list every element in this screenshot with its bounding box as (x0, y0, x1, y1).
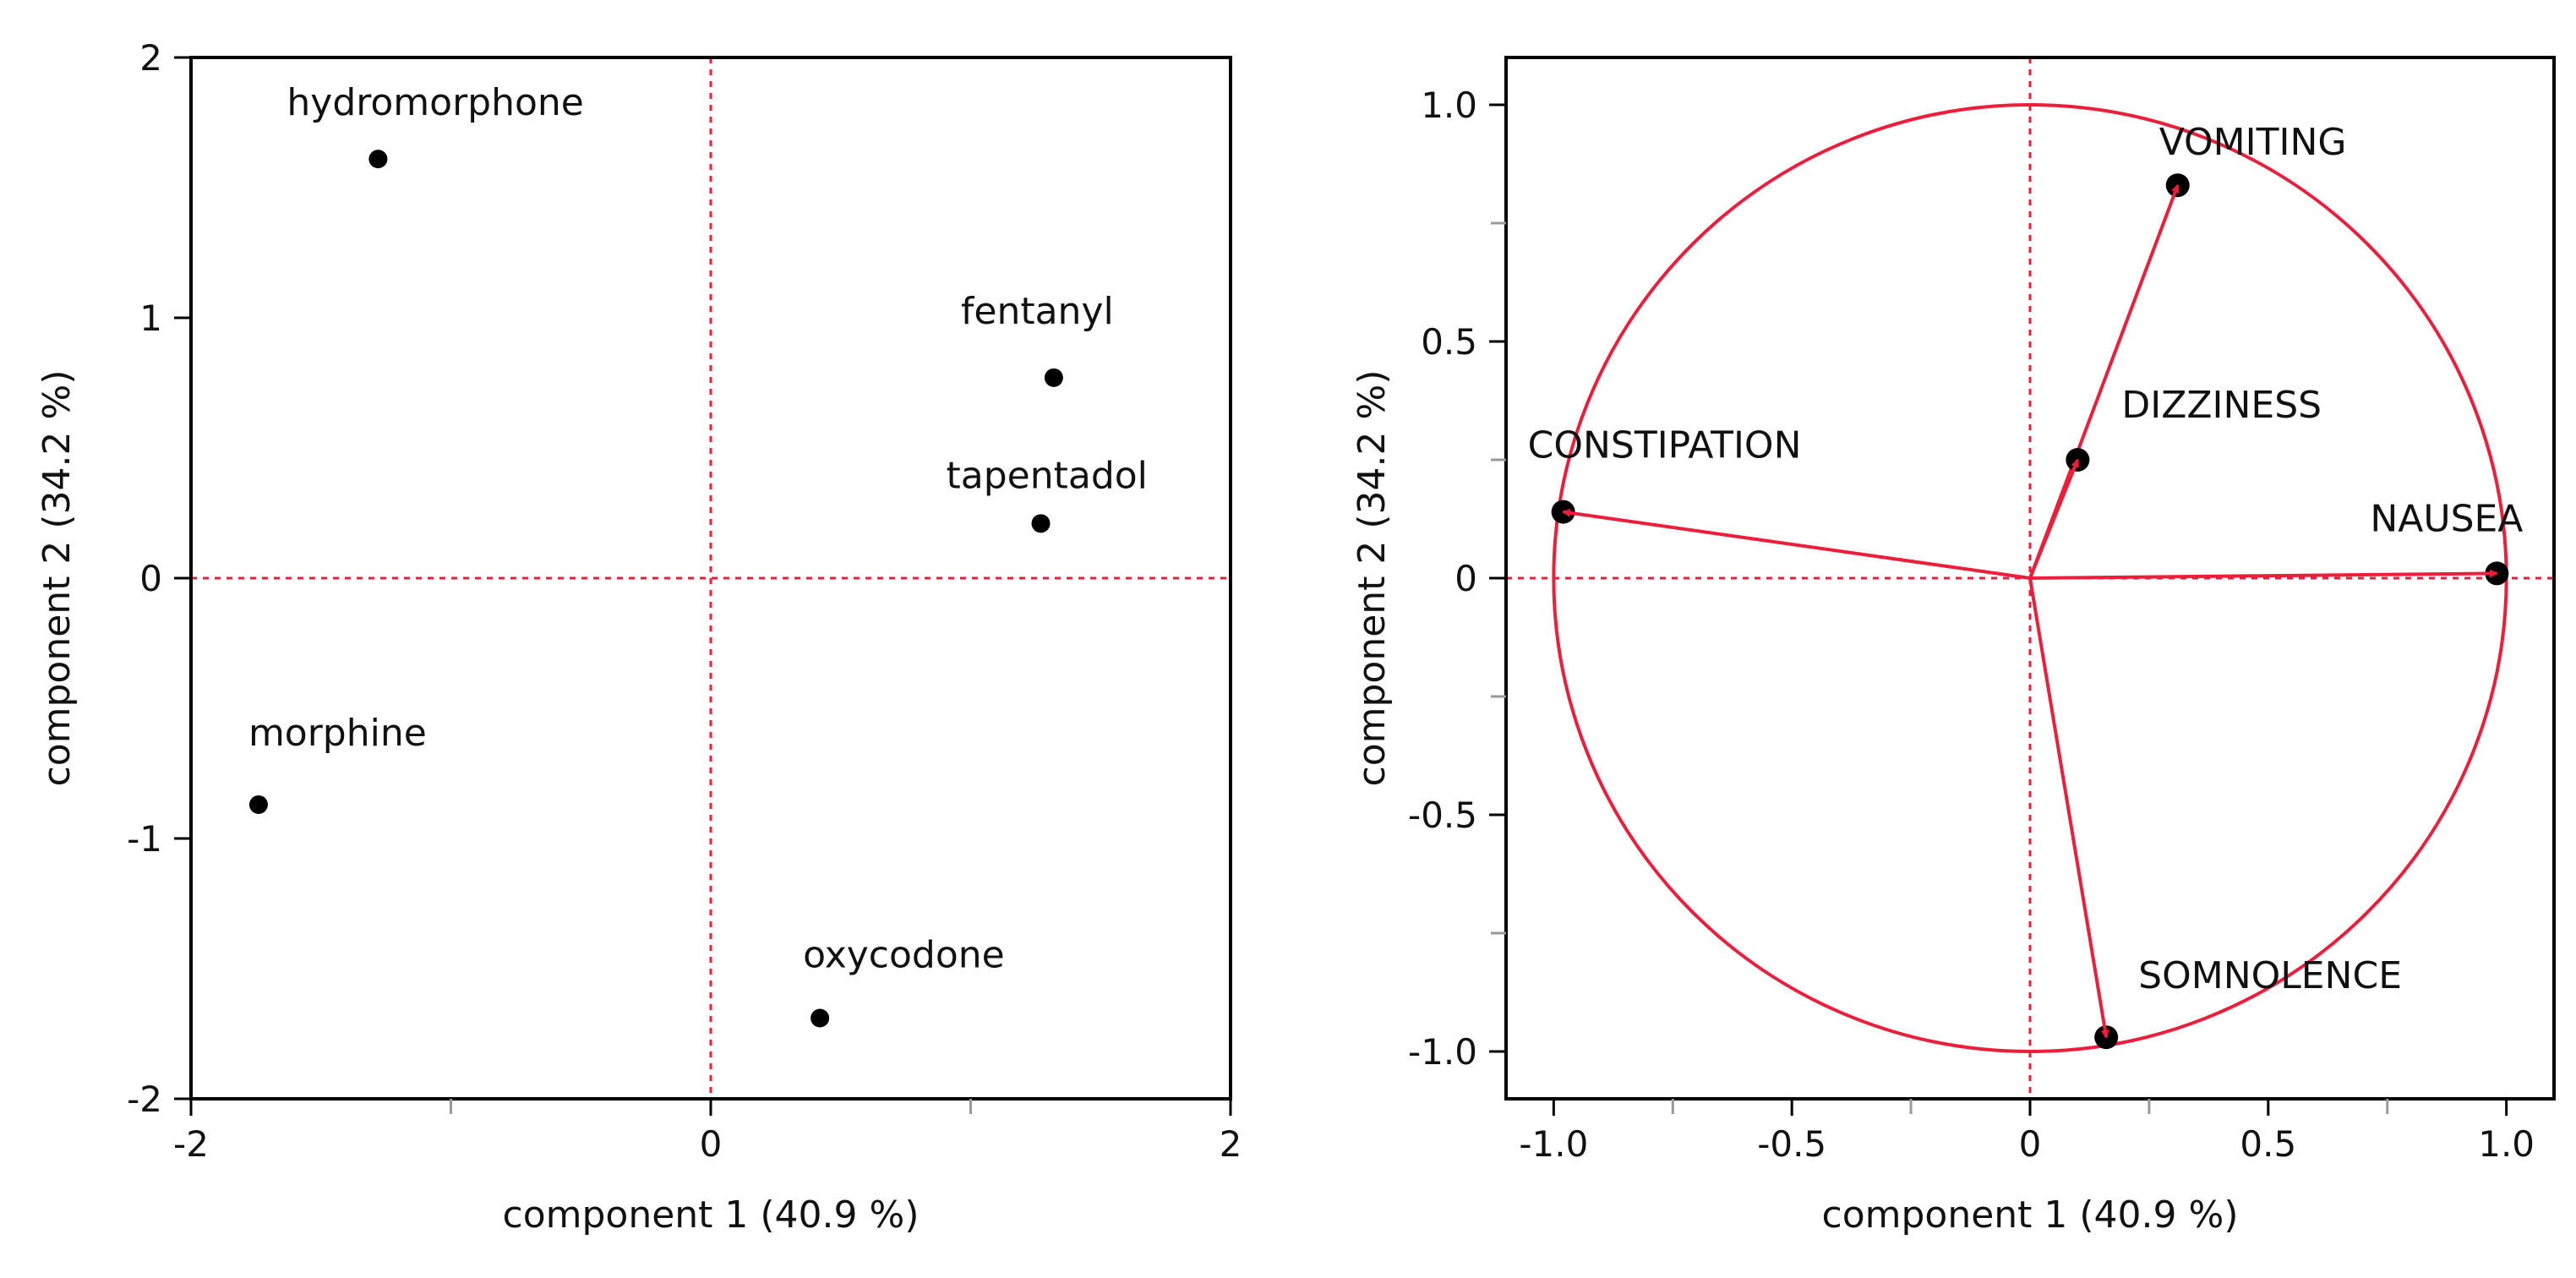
point-label: hydromorphone (287, 81, 583, 124)
score-plot: -2 0 2 2 1 0 -1 -2 hydromorphone fentanyl tapenta… (35, 37, 1242, 1237)
data-point (810, 1008, 830, 1028)
y-tick-label: -2 (127, 1079, 162, 1120)
y-axis-title: component 2 (34.2 %) (35, 370, 79, 787)
x-tick-label: 0.5 (2240, 1123, 2296, 1165)
y-tick-label: -1.0 (1408, 1031, 1477, 1073)
y-tick-label: -1 (127, 818, 162, 860)
x-tick-label: -2 (173, 1123, 209, 1165)
y-tick-label: 0 (1454, 558, 1477, 599)
loading-label: NAUSEA (2370, 497, 2523, 540)
y-tick-label: 2 (139, 37, 162, 79)
x-tick-label: 0 (700, 1123, 723, 1165)
x-tick-label: -1.0 (1519, 1123, 1588, 1165)
y-tick-label: -0.5 (1408, 795, 1477, 836)
x-tick-label: -0.5 (1757, 1123, 1826, 1165)
data-point (248, 795, 268, 814)
x-tick-label: 2 (1220, 1123, 1242, 1165)
loading-plot: -1.0 -0.5 0 0.5 1.0 1.0 0.5 0 -0.5 -1.0 VOMITING D… (1351, 56, 2556, 1237)
loading-label: VOMITING (2159, 121, 2347, 164)
y-tick-label: 1 (139, 298, 162, 339)
loading-label: SOMNOLENCE (2138, 954, 2402, 997)
loading-vector (2028, 458, 2080, 579)
loading-label: DIZZINESS (2121, 384, 2322, 427)
y-tick-label: 0.5 (1421, 321, 1477, 363)
x-axis-title: component 1 (40.9 %) (1822, 1193, 2239, 1237)
x-tick-label: 0 (2019, 1123, 2042, 1165)
loading-label: CONSTIPATION (1528, 424, 1802, 467)
point-label: tapentadol (947, 454, 1148, 497)
point-label: oxycodone (803, 934, 1005, 977)
x-tick-label: 1.0 (2478, 1123, 2535, 1165)
y-tick-label: 1.0 (1421, 85, 1477, 126)
data-point (1031, 514, 1051, 533)
point-label: fentanyl (961, 290, 1114, 333)
y-axis-title: component 2 (34.2 %) (1351, 370, 1394, 787)
loading-vector (1562, 508, 2031, 580)
loading-vector (2029, 569, 2498, 580)
y-tick-label: 0 (139, 558, 162, 599)
x-axis-title: component 1 (40.9 %) (503, 1193, 920, 1237)
loading-vector (2028, 577, 2109, 1039)
data-point (368, 150, 388, 169)
point-label: morphine (248, 712, 427, 755)
data-point (1044, 368, 1063, 387)
